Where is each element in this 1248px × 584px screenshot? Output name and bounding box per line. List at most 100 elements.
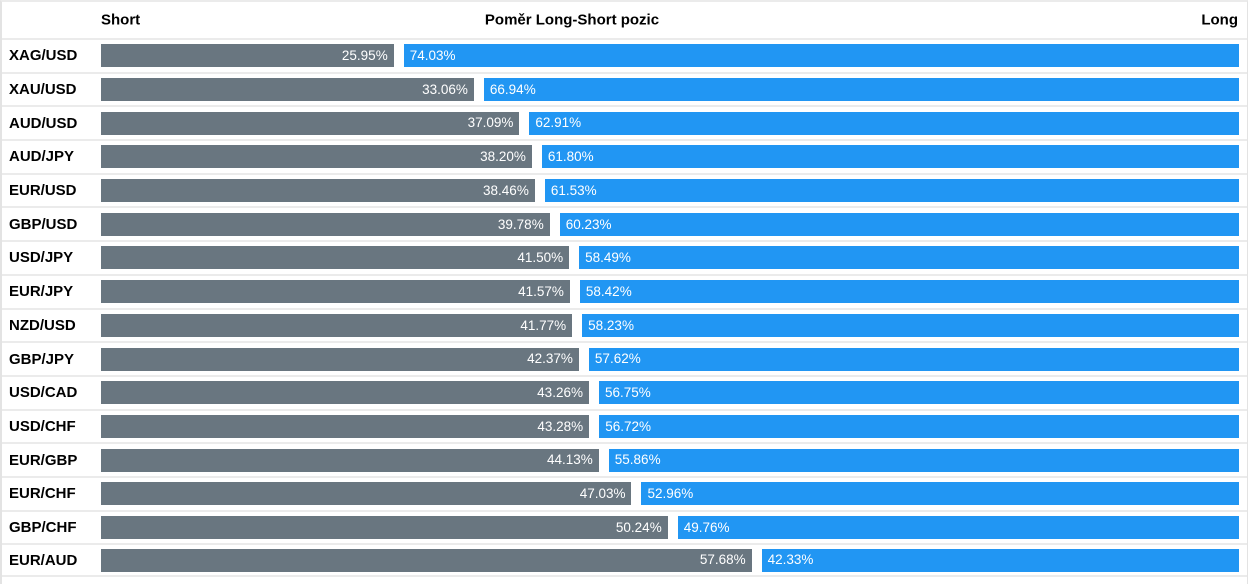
long-bar: 55.86% xyxy=(608,448,1239,472)
long-value: 55.86% xyxy=(614,452,661,468)
short-axis-label: Short xyxy=(101,11,141,29)
long-value: 57.62% xyxy=(594,351,641,367)
short-value: 42.37% xyxy=(527,351,573,367)
short-value: 44.13% xyxy=(546,452,593,468)
short-value: 43.28% xyxy=(537,418,584,434)
short-bar: 38.46% xyxy=(101,179,535,203)
long-value: 66.94% xyxy=(489,81,536,97)
short-bar: 41.50% xyxy=(101,246,570,270)
short-value: 25.95% xyxy=(341,48,388,64)
long-bar: 60.23% xyxy=(559,212,1239,236)
bottom-edge xyxy=(2,577,1247,584)
chart-row: XAG/USD 25.95% 74.03% xyxy=(2,38,1247,72)
long-bar: 56.75% xyxy=(598,381,1239,405)
long-bar: 58.49% xyxy=(579,246,1239,270)
pair-label: GBP/USD xyxy=(9,215,78,233)
short-bar: 43.26% xyxy=(101,381,589,405)
short-bar: 57.68% xyxy=(101,548,752,572)
long-value: 62.91% xyxy=(535,115,582,131)
chart-row: GBP/CHF 50.24% 49.76% xyxy=(2,509,1247,544)
chart-row: GBP/USD 39.78% 60.23% xyxy=(2,206,1247,240)
bar-track: 47.03% 52.96% xyxy=(101,482,1239,506)
chart-row: AUD/USD 37.09% 62.91% xyxy=(2,105,1247,139)
short-bar: 39.78% xyxy=(101,212,550,236)
short-value: 41.50% xyxy=(517,250,564,266)
chart-row: AUD/JPY 38.20% 61.80% xyxy=(2,139,1247,173)
short-value: 41.77% xyxy=(520,317,567,333)
short-bar: 25.95% xyxy=(101,44,394,68)
pair-label: AUD/USD xyxy=(9,114,78,132)
short-bar: 42.37% xyxy=(101,347,579,371)
bar-track: 38.20% 61.80% xyxy=(101,145,1239,169)
chart-row: EUR/USD 38.46% 61.53% xyxy=(2,172,1247,207)
short-value: 43.26% xyxy=(537,384,583,400)
short-value: 39.78% xyxy=(497,216,544,232)
long-bar: 61.53% xyxy=(544,179,1239,203)
short-bar: 33.06% xyxy=(101,78,474,102)
chart-row: XAU/USD 33.06% 66.94% xyxy=(2,71,1247,106)
bar-track: 38.46% 61.53% xyxy=(101,179,1239,203)
long-value: 42.33% xyxy=(767,552,814,568)
short-bar: 41.57% xyxy=(101,280,570,304)
pair-label: EUR/JPY xyxy=(9,283,74,301)
long-bar: 56.72% xyxy=(599,414,1239,438)
chart-title: Poměr Long-Short pozic xyxy=(484,11,660,29)
short-bar: 37.09% xyxy=(101,111,520,135)
long-value: 58.23% xyxy=(588,317,634,333)
short-value: 47.03% xyxy=(579,486,626,502)
long-bar: 52.96% xyxy=(641,482,1239,506)
long-value: 58.49% xyxy=(585,250,631,266)
pair-label: XAU/USD xyxy=(9,81,77,99)
long-bar: 62.91% xyxy=(529,111,1239,135)
long-value: 52.96% xyxy=(647,486,694,502)
short-value: 38.46% xyxy=(483,182,529,198)
bar-track: 42.37% 57.62% xyxy=(101,347,1239,371)
chart-row: USD/CAD 43.26% 56.75% xyxy=(2,374,1247,409)
chart-row: USD/JPY 41.50% 58.49% xyxy=(2,240,1247,274)
pair-label: NZD/USD xyxy=(9,316,76,334)
chart-rows: XAG/USD 25.95% 74.03% XAU/USD 33.06% 66.… xyxy=(2,38,1247,577)
pair-label: USD/CAD xyxy=(9,384,78,402)
chart-row: EUR/GBP 44.13% 55.86% xyxy=(2,442,1247,476)
chart-row: GBP/JPY 42.37% 57.62% xyxy=(2,341,1247,375)
bar-track: 33.06% 66.94% xyxy=(101,78,1239,102)
pair-label: USD/CHF xyxy=(9,417,76,435)
pair-label: AUD/JPY xyxy=(9,148,75,166)
short-bar: 44.13% xyxy=(101,448,599,472)
long-bar: 58.42% xyxy=(579,280,1239,304)
pair-label: USD/JPY xyxy=(9,249,74,267)
long-bar: 66.94% xyxy=(483,78,1239,102)
pair-label: EUR/USD xyxy=(9,182,77,200)
short-bar: 47.03% xyxy=(101,482,632,506)
long-value: 58.42% xyxy=(585,283,632,299)
bar-track: 41.57% 58.42% xyxy=(101,280,1239,304)
chart-row: EUR/AUD 57.68% 42.33% xyxy=(2,543,1247,577)
bar-track: 37.09% 62.91% xyxy=(101,111,1239,135)
bar-track: 44.13% 55.86% xyxy=(101,448,1239,472)
long-value: 61.53% xyxy=(550,182,597,198)
chart-header: Short Poměr Long-Short pozic Long xyxy=(2,2,1247,38)
pair-label: XAG/USD xyxy=(9,47,78,65)
pair-label: EUR/AUD xyxy=(9,551,78,569)
short-value: 37.09% xyxy=(467,115,514,131)
long-value: 56.75% xyxy=(604,384,651,400)
long-value: 60.23% xyxy=(565,216,612,232)
short-value: 50.24% xyxy=(615,519,662,535)
long-bar: 49.76% xyxy=(677,515,1239,539)
long-value: 61.80% xyxy=(547,149,594,165)
bar-track: 43.26% 56.75% xyxy=(101,381,1239,405)
chart-row: EUR/CHF 47.03% 52.96% xyxy=(2,475,1247,510)
pair-label: EUR/CHF xyxy=(9,485,76,503)
long-bar: 42.33% xyxy=(761,548,1239,572)
bar-track: 39.78% 60.23% xyxy=(101,212,1239,236)
long-bar: 74.03% xyxy=(403,44,1239,68)
long-axis-label: Long xyxy=(1201,11,1238,29)
short-value: 33.06% xyxy=(422,81,468,97)
short-bar: 43.28% xyxy=(101,414,590,438)
bar-track: 41.77% 58.23% xyxy=(101,313,1239,337)
short-value: 41.57% xyxy=(518,283,564,299)
long-value: 56.72% xyxy=(605,418,651,434)
bar-track: 43.28% 56.72% xyxy=(101,414,1239,438)
pair-label: EUR/GBP xyxy=(9,451,78,469)
long-value: 49.76% xyxy=(683,519,730,535)
